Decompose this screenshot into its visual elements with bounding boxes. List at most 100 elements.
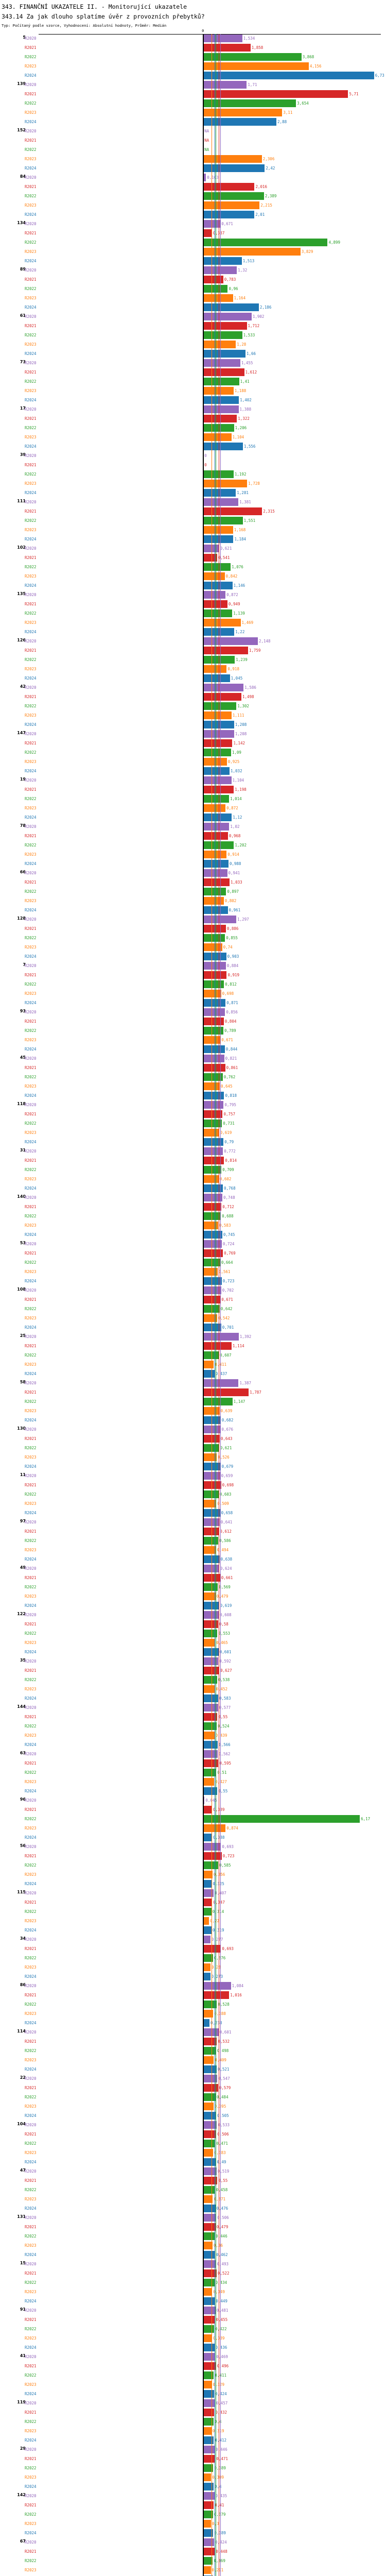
series-label-r2021: R2021 <box>25 1297 37 1302</box>
bar-value-label: 0,395 <box>215 2104 226 2109</box>
bar <box>203 341 236 348</box>
bar-container: 0,446 <box>0 2232 386 2241</box>
chart-bar-row: R2023 2,215 <box>0 201 386 210</box>
series-label-r2022: R2022 <box>25 1817 37 1821</box>
chart-bar-row: R2022 0,471 <box>0 2139 386 2148</box>
chart-bar-row: R2020 1,208 <box>0 730 386 739</box>
bar <box>203 1880 212 1888</box>
bar <box>203 1824 226 1832</box>
bar-value-label: 0,479 <box>216 2225 229 2229</box>
bar-container: 1,551 <box>0 517 386 525</box>
bar-container: 0,371 <box>0 2195 386 2204</box>
bar-container: 0,337 <box>0 229 386 238</box>
bar-container: 0,601 <box>0 2028 386 2037</box>
group-id-label: 130 <box>17 1426 26 1431</box>
bar-value-label: 0,458 <box>216 2188 228 2192</box>
series-label-r2024: R2024 <box>25 769 37 773</box>
bar <box>203 470 234 478</box>
chart-group: 108 R2020 0,702 R2021 0,671 R2022 0,642 R2023 0,… <box>0 1286 386 1332</box>
series-label-r2024: R2024 <box>25 722 37 727</box>
chart-bar-row: R2021 0,861 <box>0 1063 386 1073</box>
chart-bar-row: R2020 0,856 <box>0 1008 386 1017</box>
bar-value-label: 1,184 <box>234 537 247 541</box>
bar <box>203 192 264 200</box>
series-label-r2022: R2022 <box>25 1770 37 1775</box>
bar-value-label: 0,542 <box>218 1316 230 1320</box>
bar-container: 0,871 <box>0 999 386 1007</box>
bar-value-label: 0,903 <box>227 954 239 959</box>
bar-value-label: 0,448 <box>216 2549 227 2554</box>
chart-bar-row: R2022 0,434 <box>0 2278 386 2287</box>
bar-container: 1,387 <box>0 1379 386 1387</box>
series-label-r2024: R2024 <box>25 1418 37 1422</box>
bar-value-label: 0,521 <box>217 2067 230 2072</box>
series-label-r2021: R2021 <box>25 1065 37 1070</box>
chart-bar-row: R2021 0,55 <box>0 1713 386 1722</box>
series-label-r2023: R2023 <box>25 620 37 625</box>
chart-bar-row: R2023 0,291 <box>0 2566 386 2575</box>
chart-bar-row: R2022 0,553 <box>0 1629 386 1638</box>
bar <box>203 1092 224 1099</box>
group-id-label: 11 <box>20 1472 26 1477</box>
chart-bar-row: R2022 1,076 <box>0 563 386 572</box>
series-label-r2023: R2023 <box>25 1269 37 1274</box>
series-label-r2021: R2021 <box>25 1622 37 1626</box>
bar-container: 1,712 <box>0 322 386 330</box>
bar <box>203 1685 215 1693</box>
chart-bar-row: R2024 0,701 <box>0 1323 386 1332</box>
group-id-label: 5 <box>23 35 26 40</box>
series-label-r2024: R2024 <box>25 1511 37 1515</box>
bar-container: 0,479 <box>0 1592 386 1601</box>
chart-bar-row: R2021 0,579 <box>0 2083 386 2093</box>
chart-bar-row: R2022 1,09 <box>0 748 386 757</box>
series-label-r2022: R2022 <box>25 750 37 755</box>
chart-bar-row: R2023 0,395 <box>0 2102 386 2111</box>
chart-bar-row: R2020 0,693 <box>0 1842 386 1852</box>
bar <box>203 480 248 487</box>
series-label-r2021: R2021 <box>25 231 37 235</box>
series-label-r2020: R2020 <box>25 546 37 551</box>
bar-container: 1,016 <box>0 1991 386 1999</box>
bar <box>203 1008 225 1016</box>
series-label-r2020: R2020 <box>25 2447 37 2452</box>
page-title: 343.14 Za jak dlouho splatíme úvěr z pro… <box>2 13 205 20</box>
bar <box>203 1018 224 1025</box>
chart-bar-row: R2023 0,671 <box>0 1036 386 1045</box>
bar <box>203 934 225 942</box>
bar-container: 0,658 <box>0 1509 386 1517</box>
bar <box>203 368 244 376</box>
bar-value-label: 0,844 <box>225 1047 238 1052</box>
chart-bar-row: R2021 0,506 <box>0 2130 386 2139</box>
bar-value-label: 0,607 <box>220 1353 232 1358</box>
bar-value-label: 0,624 <box>220 1566 232 1571</box>
chart-header: 343. FINANČNÍ UKAZATELE II. - Monitorují… <box>0 0 386 28</box>
bar-value-label: 1,12 <box>233 815 242 820</box>
bar-container: 0,045 <box>0 1797 386 1805</box>
bar-value-label: 0,424 <box>215 2540 227 2545</box>
bar <box>203 1073 223 1081</box>
bar-value-label: 0,277 <box>211 1937 223 1942</box>
series-label-r2023: R2023 <box>25 1223 37 1228</box>
bar <box>203 2056 214 2064</box>
bar-value-label: 0,821 <box>225 1056 237 1061</box>
bar-container: 0,679 <box>0 1463 386 1471</box>
series-label-r2024: R2024 <box>25 351 37 356</box>
series-label-r2024: R2024 <box>25 1232 37 1237</box>
bar-container: 1,728 <box>0 480 386 488</box>
bar <box>203 1834 212 1841</box>
group-id-label: 31 <box>20 1148 26 1153</box>
chart-group: 147 R2020 1,208 R2021 1,142 R2022 1,09 R2023 0,9… <box>0 730 386 776</box>
bar <box>203 814 232 821</box>
bar-container: 0,452 <box>0 1685 386 1693</box>
series-label-r2022: R2022 <box>25 936 37 940</box>
bar-value-label: 1,09 <box>232 750 241 755</box>
bar <box>203 44 251 52</box>
chart-bar-row: R2020 1,534 <box>0 34 386 43</box>
bar <box>203 2307 216 2314</box>
chart-group: 34R20200,277R20210,693R20220,376R20230,2… <box>0 1935 386 1981</box>
series-label-r2023: R2023 <box>25 2243 37 2248</box>
bar <box>203 2455 216 2463</box>
bar-container: 0,671 <box>0 220 386 228</box>
chart-bar-row: R2020 0 <box>0 451 386 461</box>
bar-value-label: 0,712 <box>222 1205 234 1209</box>
